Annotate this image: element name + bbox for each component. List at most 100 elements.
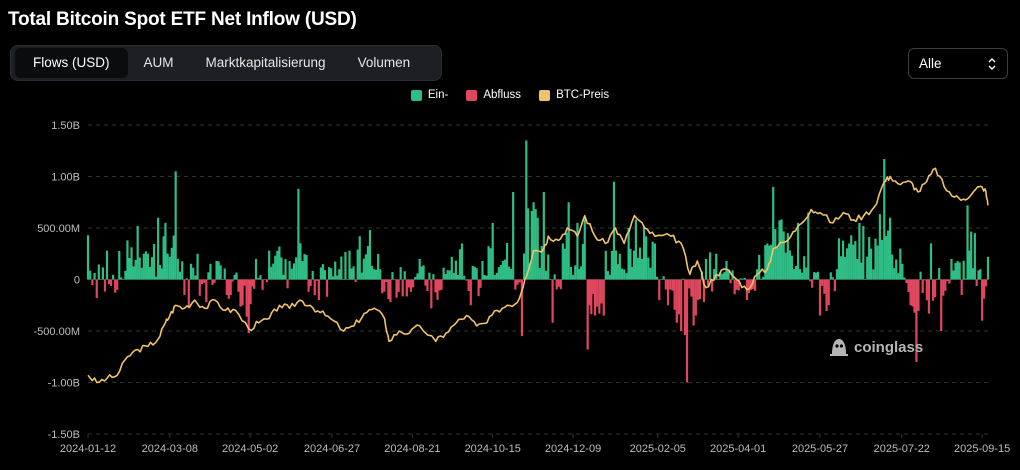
inflow-bar	[379, 269, 382, 280]
outflow-bar	[183, 279, 186, 295]
inflow-bar	[780, 219, 783, 280]
inflow-bar	[471, 265, 474, 280]
inflow-bar	[503, 259, 507, 280]
outflow-bar	[811, 279, 814, 288]
inflow-bar	[126, 240, 129, 280]
inflow-bar	[168, 256, 171, 280]
tab-aum[interactable]: AUM	[143, 55, 174, 70]
inflow-bar	[629, 248, 632, 280]
inflow-bar	[850, 235, 853, 280]
inflow-bar	[803, 256, 806, 280]
outflow-bar	[602, 279, 605, 316]
inflow-bar	[292, 263, 296, 280]
inflow-bar	[895, 259, 898, 280]
x-tick-label: 2024-08-21	[384, 443, 440, 455]
inflow-bar	[444, 274, 447, 280]
outflow-bar	[934, 279, 937, 298]
inflow-bar	[454, 260, 457, 280]
inflow-bar	[338, 269, 341, 280]
chart-legend: Ein- Abfluss BTC-Preis	[0, 89, 1020, 101]
outflow-bar	[409, 279, 412, 292]
inflow-bar	[814, 272, 818, 280]
outflow-bar	[942, 279, 945, 296]
inflow-bar	[682, 278, 685, 280]
inflow-bar	[569, 266, 572, 280]
inflow-bar	[866, 256, 869, 280]
inflow-bar	[489, 248, 492, 280]
outflow-bar	[735, 279, 738, 290]
legend-item-inflow[interactable]: Ein-	[410, 89, 448, 101]
inflow-bar	[723, 272, 726, 280]
inflow-bar	[807, 212, 810, 280]
outflow-bar	[221, 279, 224, 280]
axis-labels: 1.50B 1.00B 500.00M 0 -500.00M -1.00B -1.50B 20…	[34, 120, 1011, 455]
inflow-bar	[580, 266, 583, 280]
inflow-bar	[290, 268, 293, 280]
range-select[interactable]: Alle	[908, 48, 1008, 79]
inflow-bar	[297, 188, 300, 280]
outflow-bar	[925, 279, 928, 301]
tab-flows[interactable]: Flows (USD)	[15, 48, 128, 78]
outflow-bar	[317, 279, 320, 301]
outflow-bar	[809, 279, 812, 282]
inflow-bar	[660, 279, 663, 280]
inflow-bar	[563, 248, 566, 280]
outflow-bar	[261, 279, 264, 290]
inflow-bar	[157, 217, 160, 280]
y-tick-label: 1.00B	[51, 172, 80, 184]
legend-item-price[interactable]: BTC-Preis	[539, 89, 609, 101]
outflow-bar	[393, 279, 396, 281]
inflow-bar	[632, 250, 636, 280]
outflow-bar	[477, 279, 480, 297]
outflow-bar	[383, 279, 386, 292]
outflow-bar	[692, 279, 695, 326]
inflow-bar	[456, 275, 460, 280]
inflow-bar	[614, 250, 618, 280]
tab-market-cap[interactable]: Marktkapitalisierung	[205, 55, 326, 70]
inflow-bar	[219, 265, 222, 280]
price-line-group	[87, 167, 989, 384]
inflow-bar	[475, 268, 478, 280]
outflow-bar	[187, 279, 190, 309]
tab-volume[interactable]: Volumen	[357, 55, 411, 70]
outflow-bar	[717, 279, 720, 281]
inflow-bar	[209, 263, 212, 280]
inflow-bar	[377, 253, 380, 280]
inflow-bar	[964, 278, 967, 280]
outflow-bar	[426, 279, 429, 292]
inflow-bar	[162, 236, 165, 280]
inflow-bar	[576, 222, 579, 280]
outflow-bar	[411, 279, 415, 288]
inflow-bar	[160, 268, 163, 280]
outflow-bar	[436, 279, 439, 300]
outflow-bar	[325, 279, 329, 297]
outflow-bar	[203, 279, 206, 283]
outflow-bar	[706, 279, 710, 286]
inflow-bar	[344, 251, 347, 280]
outflow-bar	[263, 279, 266, 280]
outflow-bar	[514, 279, 517, 290]
inflow-bar	[885, 236, 888, 280]
inflow-bar	[288, 260, 291, 280]
outflow-bar	[91, 279, 94, 286]
outflow-bar	[698, 279, 701, 300]
inflow-bar	[574, 265, 577, 280]
outflow-bar	[913, 279, 916, 313]
inflow-bar	[303, 253, 306, 280]
metric-tabs: Flows (USD) AUM Marktkapitalisierung Vol…	[10, 45, 442, 81]
inflow-bar	[448, 270, 451, 280]
inflow-bar	[487, 246, 490, 280]
inflow-bar	[164, 222, 167, 280]
inflow-bar	[651, 241, 654, 280]
inflow-bar	[538, 268, 541, 280]
inflow-bar	[185, 278, 188, 280]
inflow-bar	[223, 268, 226, 280]
inflow-bar	[772, 186, 775, 280]
legend-swatch-outflow	[466, 89, 478, 101]
inflow-bar	[350, 268, 353, 280]
inflow-bar	[136, 225, 139, 280]
legend-item-outflow[interactable]: Abfluss	[466, 89, 521, 101]
inflow-bar	[653, 243, 656, 280]
inflow-bar	[889, 217, 892, 280]
outflow-bar	[555, 279, 558, 290]
